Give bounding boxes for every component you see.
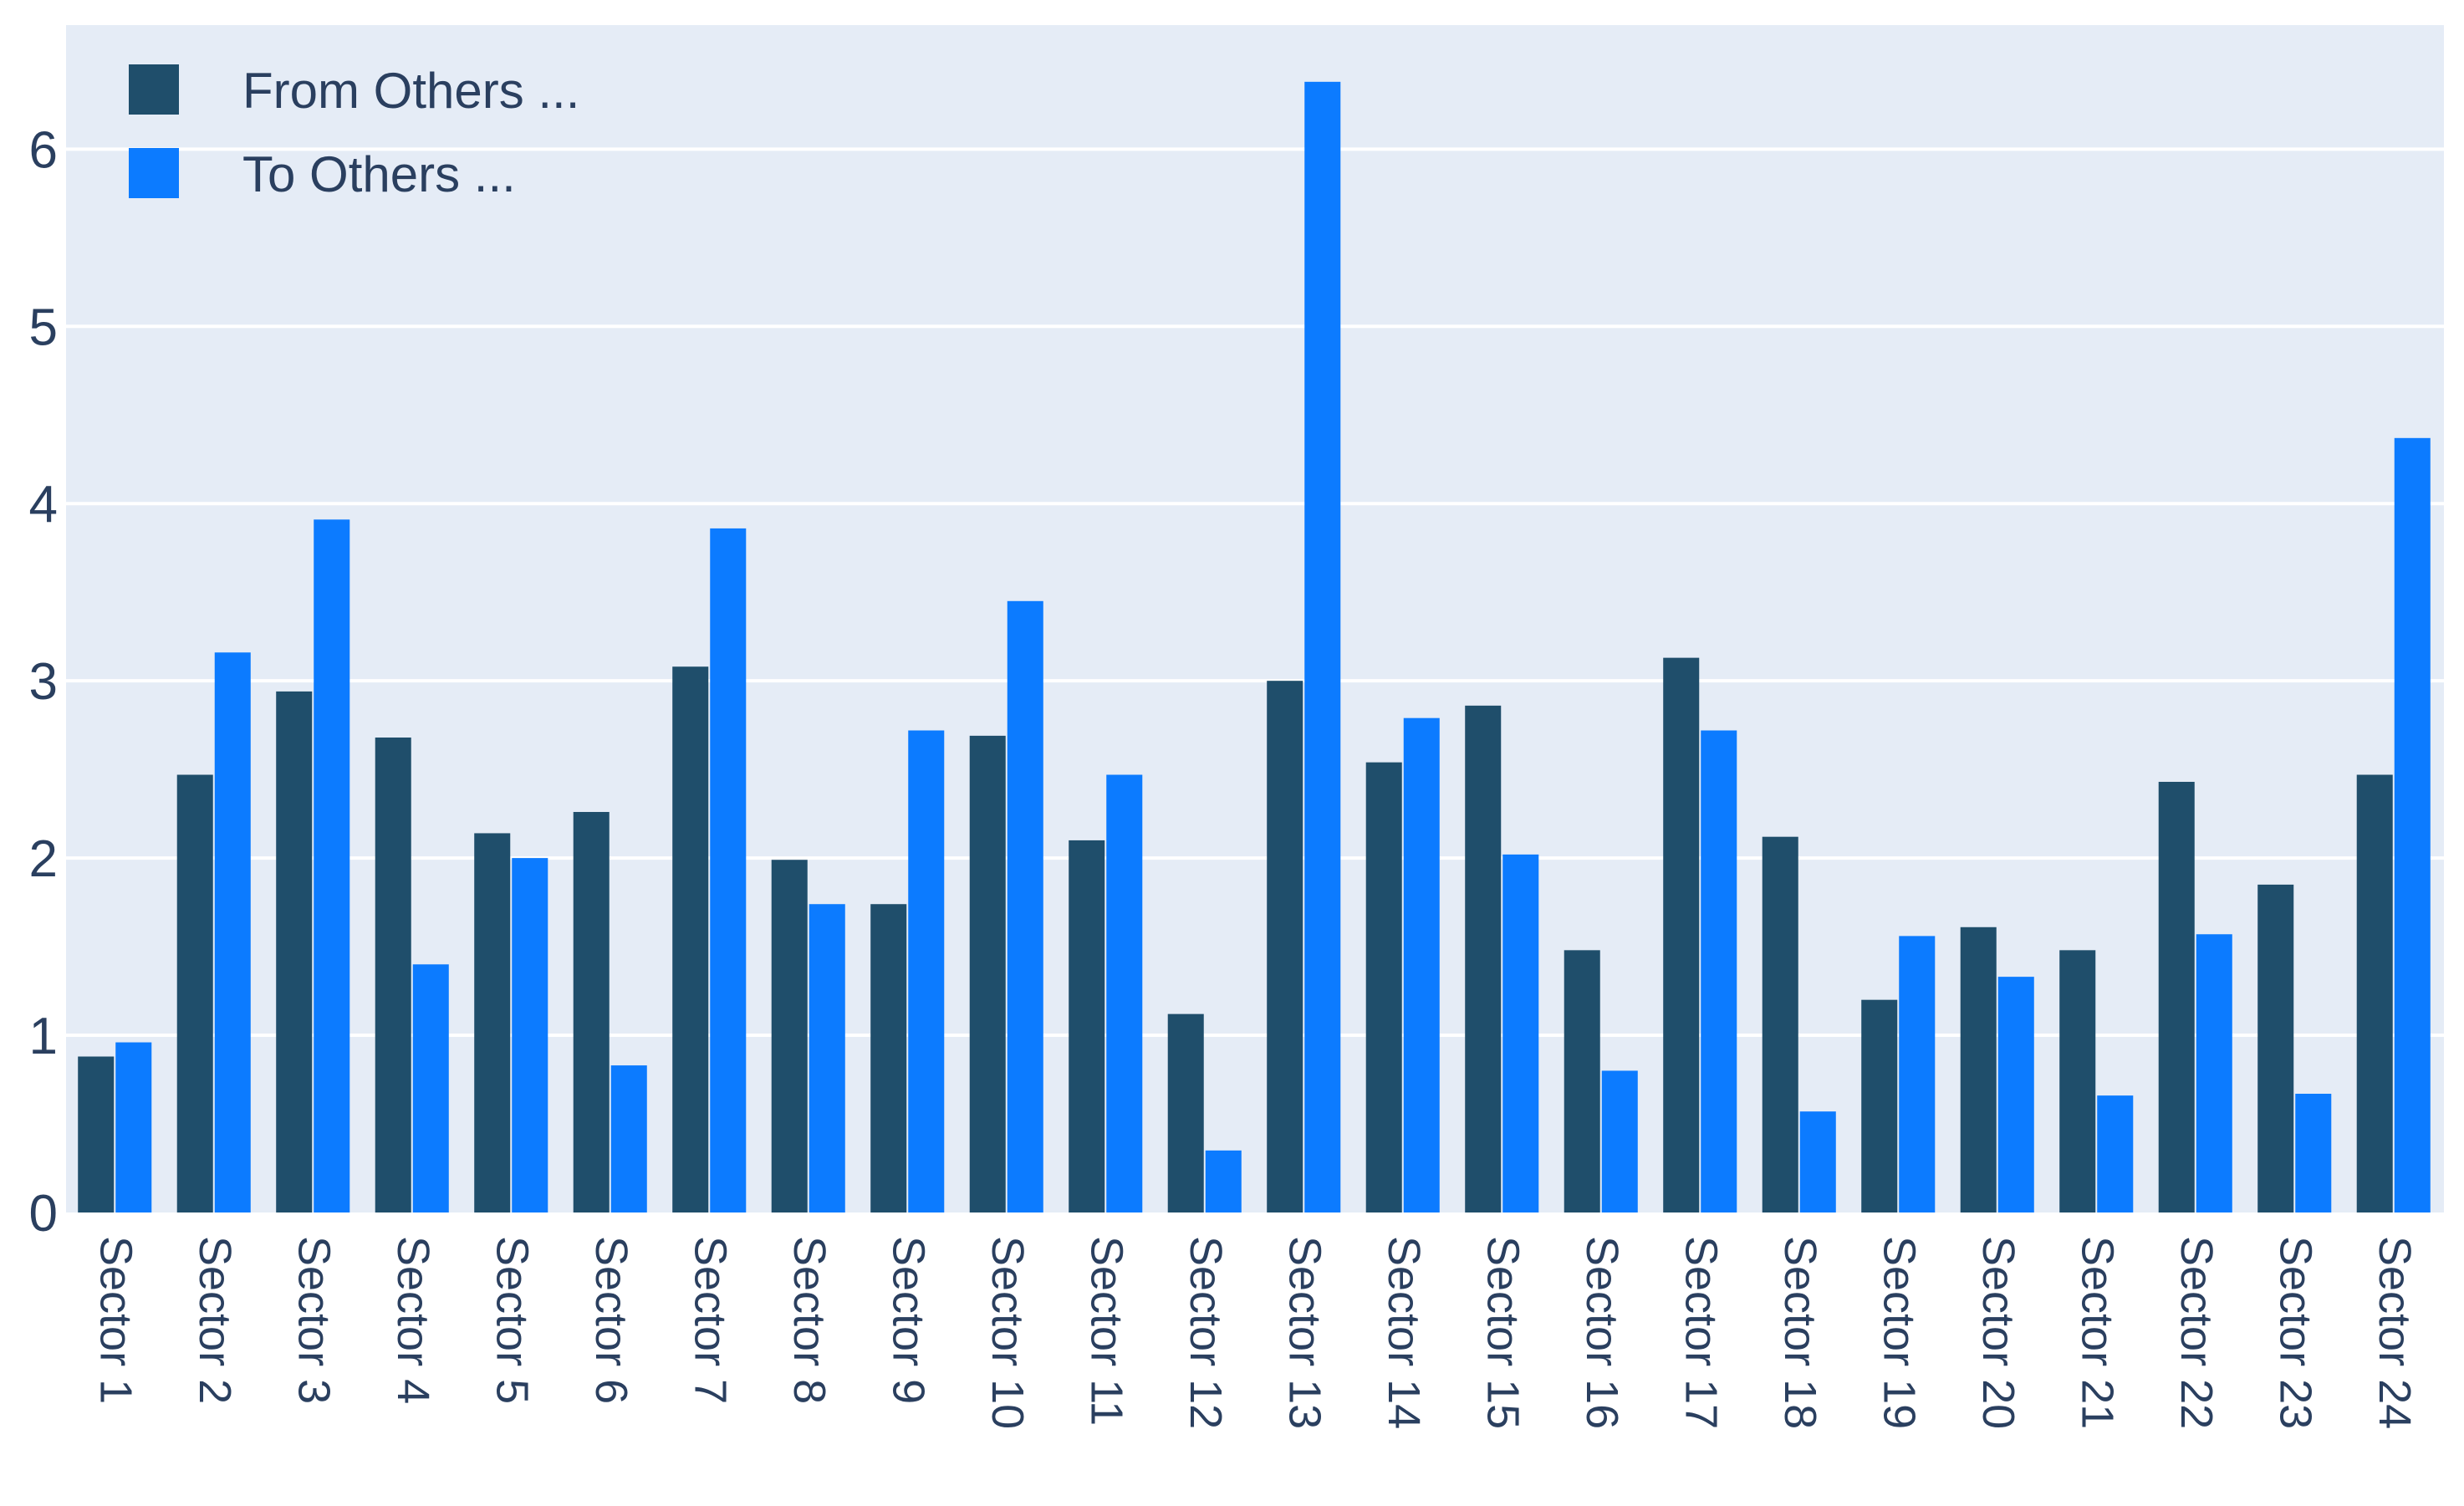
legend[interactable]: From Others ... To Others ... — [129, 63, 579, 202]
bar-to-others-16[interactable] — [1601, 1070, 1638, 1212]
bar-from-others-2[interactable] — [176, 774, 213, 1212]
y-axis: 0 1 2 3 4 5 6 — [29, 121, 58, 1243]
bar-from-others-19[interactable] — [1861, 999, 1898, 1212]
x-tick-label: Sector 9 — [883, 1236, 933, 1404]
bar-from-others-3[interactable] — [276, 691, 313, 1212]
bars — [78, 81, 2431, 1212]
bar-from-others-14[interactable] — [1365, 762, 1402, 1212]
x-tick-label: Sector 4 — [388, 1236, 438, 1404]
plot-background — [66, 25, 2444, 1212]
bar-to-others-8[interactable] — [809, 904, 845, 1212]
bar-from-others-9[interactable] — [870, 904, 907, 1212]
bar-to-others-15[interactable] — [1502, 854, 1539, 1212]
bar-from-others-15[interactable] — [1465, 705, 1502, 1212]
x-tick-label: Sector 22 — [2171, 1236, 2222, 1429]
bar-from-others-23[interactable] — [2257, 884, 2294, 1212]
x-tick-label: Sector 3 — [288, 1236, 339, 1404]
x-tick-label: Sector 1 — [90, 1236, 140, 1404]
bar-to-others-20[interactable] — [1997, 977, 2034, 1212]
bar-to-others-7[interactable] — [710, 528, 747, 1212]
bar-from-others-1[interactable] — [78, 1056, 115, 1212]
bar-to-others-21[interactable] — [2097, 1095, 2134, 1212]
y-tick-label: 4 — [29, 476, 58, 533]
bar-from-others-8[interactable] — [771, 860, 808, 1212]
legend-label-to-others[interactable]: To Others ... — [242, 146, 516, 202]
grid-lines — [66, 147, 2444, 1038]
bar-from-others-6[interactable] — [573, 812, 610, 1212]
bar-from-others-10[interactable] — [969, 735, 1006, 1212]
y-tick-label: 3 — [29, 653, 58, 711]
bar-from-others-4[interactable] — [375, 738, 411, 1212]
bar-to-others-18[interactable] — [1799, 1111, 1836, 1212]
bar-to-others-4[interactable] — [412, 964, 449, 1212]
x-tick-label: Sector 12 — [1181, 1236, 1231, 1429]
bar-to-others-17[interactable] — [1701, 730, 1737, 1212]
y-tick-label: 6 — [29, 121, 58, 179]
x-tick-label: Sector 2 — [190, 1236, 240, 1404]
bar-to-others-14[interactable] — [1403, 717, 1440, 1212]
x-tick-label: Sector 21 — [2072, 1236, 2122, 1429]
legend-label-from-others[interactable]: From Others ... — [242, 63, 579, 119]
bar-from-others-18[interactable] — [1762, 836, 1798, 1212]
x-tick-label: Sector 11 — [1081, 1236, 1131, 1426]
x-tick-label: Sector 6 — [586, 1236, 636, 1404]
x-tick-label: Sector 10 — [982, 1236, 1033, 1429]
bar-to-others-12[interactable] — [1205, 1150, 1242, 1212]
y-tick-label: 5 — [29, 299, 58, 356]
bar-from-others-12[interactable] — [1167, 1013, 1204, 1212]
x-tick-label: Sector 18 — [1775, 1236, 1825, 1429]
bar-to-others-23[interactable] — [2295, 1094, 2332, 1212]
x-tick-label: Sector 19 — [1874, 1236, 1924, 1429]
bar-from-others-22[interactable] — [2158, 781, 2195, 1212]
x-tick-label: Sector 7 — [685, 1236, 735, 1404]
bar-from-others-5[interactable] — [474, 833, 511, 1212]
bar-from-others-24[interactable] — [2356, 774, 2393, 1212]
legend-swatch-from-others[interactable] — [129, 64, 179, 115]
x-tick-label: Sector 5 — [487, 1236, 537, 1404]
x-axis: Sector 1 Sector 2 Sector 3 Sector 4 Sector 5… — [90, 1236, 2420, 1429]
bar-from-others-20[interactable] — [1960, 927, 1997, 1212]
bar-to-others-19[interactable] — [1899, 936, 1936, 1212]
bar-from-others-7[interactable] — [672, 666, 709, 1212]
bar-to-others-10[interactable] — [1007, 600, 1043, 1212]
bar-to-others-3[interactable] — [314, 519, 350, 1212]
bar-from-others-21[interactable] — [2059, 950, 2096, 1212]
y-tick-label: 1 — [29, 1008, 58, 1065]
x-tick-label: Sector 8 — [784, 1236, 834, 1404]
x-tick-label: Sector 15 — [1477, 1236, 1528, 1429]
bar-from-others-16[interactable] — [1564, 950, 1600, 1212]
bar-from-others-11[interactable] — [1069, 840, 1105, 1212]
bar-to-others-24[interactable] — [2394, 437, 2431, 1212]
bar-to-others-1[interactable] — [115, 1042, 152, 1212]
bar-to-others-13[interactable] — [1304, 81, 1341, 1212]
bar-to-others-5[interactable] — [512, 858, 548, 1212]
x-tick-label: Sector 17 — [1676, 1236, 1726, 1429]
bar-to-others-9[interactable] — [908, 730, 945, 1212]
x-tick-label: Sector 16 — [1577, 1236, 1627, 1429]
y-tick-label: 0 — [29, 1185, 58, 1243]
bar-to-others-11[interactable] — [1106, 774, 1143, 1212]
x-tick-label: Sector 24 — [2370, 1236, 2420, 1429]
bar-from-others-17[interactable] — [1663, 657, 1700, 1212]
bar-from-others-13[interactable] — [1267, 681, 1303, 1212]
bar-to-others-6[interactable] — [610, 1065, 647, 1212]
x-tick-label: Sector 13 — [1279, 1236, 1329, 1429]
y-tick-label: 2 — [29, 830, 58, 888]
bar-to-others-2[interactable] — [214, 652, 251, 1212]
bar-to-others-22[interactable] — [2196, 934, 2232, 1212]
legend-swatch-to-others[interactable] — [129, 148, 179, 198]
x-tick-label: Sector 20 — [1973, 1236, 2023, 1429]
x-tick-label: Sector 14 — [1379, 1236, 1429, 1429]
x-tick-label: Sector 23 — [2270, 1236, 2320, 1429]
